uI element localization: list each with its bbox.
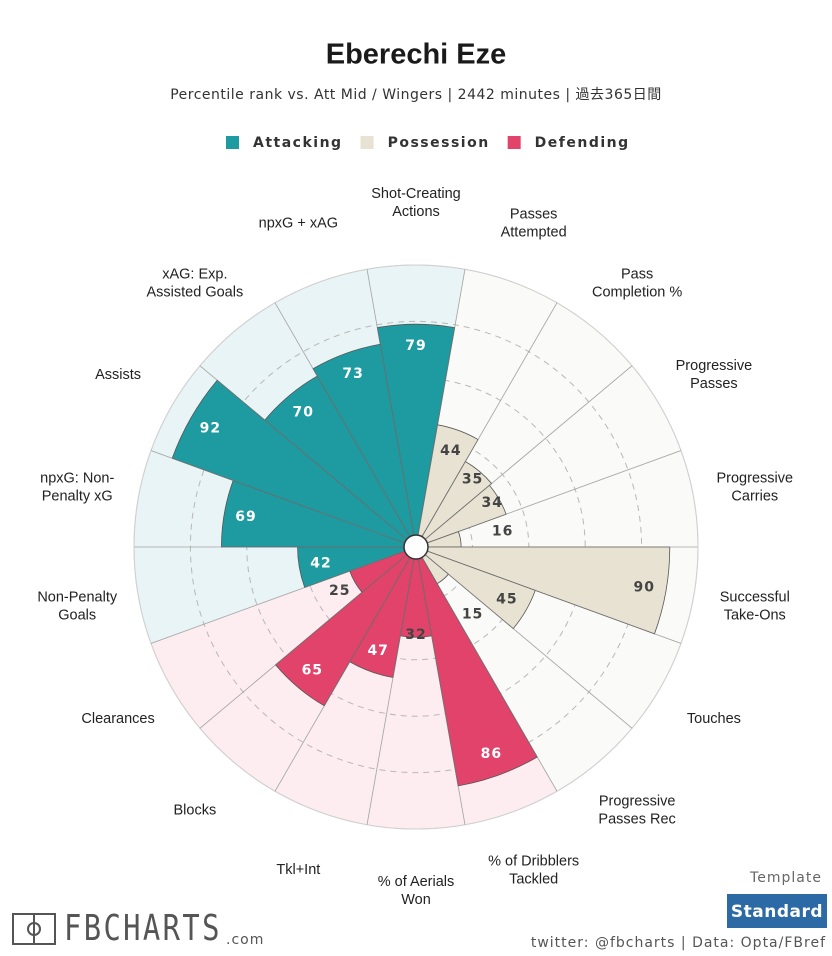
value-label: 69 (235, 509, 256, 525)
separator (415, 269, 466, 548)
value-label: 90 (634, 579, 655, 595)
center-hole (403, 534, 429, 560)
category-label: % of Dribblers Tackled (488, 853, 579, 887)
value-label: 35 (462, 472, 483, 488)
value-label: 92 (200, 420, 221, 436)
category-label: % of Aerials Won (378, 874, 455, 908)
value-label: 25 (329, 583, 350, 599)
logo-icon-circle (27, 922, 41, 936)
separator (415, 546, 633, 729)
category-label: Shot-Creating Actions (371, 186, 460, 220)
category-label: Passes Attempted (501, 207, 567, 241)
category-label: Tkl+Int (276, 862, 320, 878)
category-label: npxG: Non-Penalty xG (40, 470, 114, 504)
category-label: Assists (95, 367, 141, 383)
legend: Attacking Possession Defending (226, 135, 630, 151)
value-label: 16 (492, 524, 513, 540)
logo-text: FBCHARTS (64, 907, 222, 949)
value-label: 44 (440, 443, 461, 459)
plot: 79 Shot-Creating Actions 44 Passes Attempted 3… (37, 186, 793, 908)
category-label: Touches (687, 711, 741, 727)
category-label: npxG + xAG (259, 216, 338, 232)
template-button[interactable] (727, 894, 827, 928)
value-label: 32 (405, 627, 426, 643)
category-label: Successful Take-Ons (720, 590, 790, 624)
category-label: Progressive Passes (676, 358, 753, 392)
separator (366, 546, 417, 825)
value-label: 42 (310, 556, 331, 572)
value-label: 34 (481, 495, 502, 511)
separator (274, 302, 417, 548)
category-label: Clearances (81, 711, 154, 727)
logo: FBCHARTS .com (12, 907, 264, 949)
separator (366, 269, 417, 548)
separator (415, 302, 558, 548)
value-label: 15 (462, 606, 483, 622)
legend-label: Attacking (253, 135, 343, 151)
separator (150, 546, 417, 644)
chart-subtitle: Percentile rank vs. Att Mid / Wingers | … (170, 87, 662, 103)
value-label: 86 (481, 746, 502, 762)
legend-label: Possession (388, 135, 490, 151)
value-label: 70 (293, 405, 314, 421)
legend-label: Defending (535, 135, 630, 151)
logo-suffix: .com (226, 932, 264, 948)
template-button-text[interactable]: Standard (731, 902, 823, 922)
category-label: Non-Penalty Goals (37, 590, 118, 624)
category-label: Progressive Carries (716, 470, 793, 504)
separator (415, 450, 682, 548)
value-label: 45 (496, 591, 517, 607)
separator (150, 450, 417, 548)
separator (199, 546, 417, 729)
legend-swatch (360, 136, 374, 149)
chart-title: Eberechi Eze (326, 39, 507, 71)
separator (415, 546, 558, 792)
legend-swatch (226, 136, 239, 149)
category-label: xAG: Exp. Assisted Goals (147, 266, 244, 300)
separator (199, 365, 417, 548)
separator (415, 546, 682, 644)
value-label: 73 (342, 366, 363, 382)
value-label: 79 (405, 338, 426, 354)
separator (415, 365, 633, 548)
category-label: Pass Completion % (592, 266, 682, 300)
separator (415, 546, 466, 825)
separator (274, 546, 417, 792)
value-label: 65 (302, 663, 323, 679)
category-label: Progressive Passes Rec (598, 793, 675, 827)
category-label: Blocks (174, 802, 217, 818)
value-label: 47 (367, 643, 388, 659)
template-label: Template (749, 870, 822, 886)
legend-swatch (507, 136, 521, 149)
credit: twitter: @fbcharts | Data: Opta/FBref (531, 935, 826, 951)
